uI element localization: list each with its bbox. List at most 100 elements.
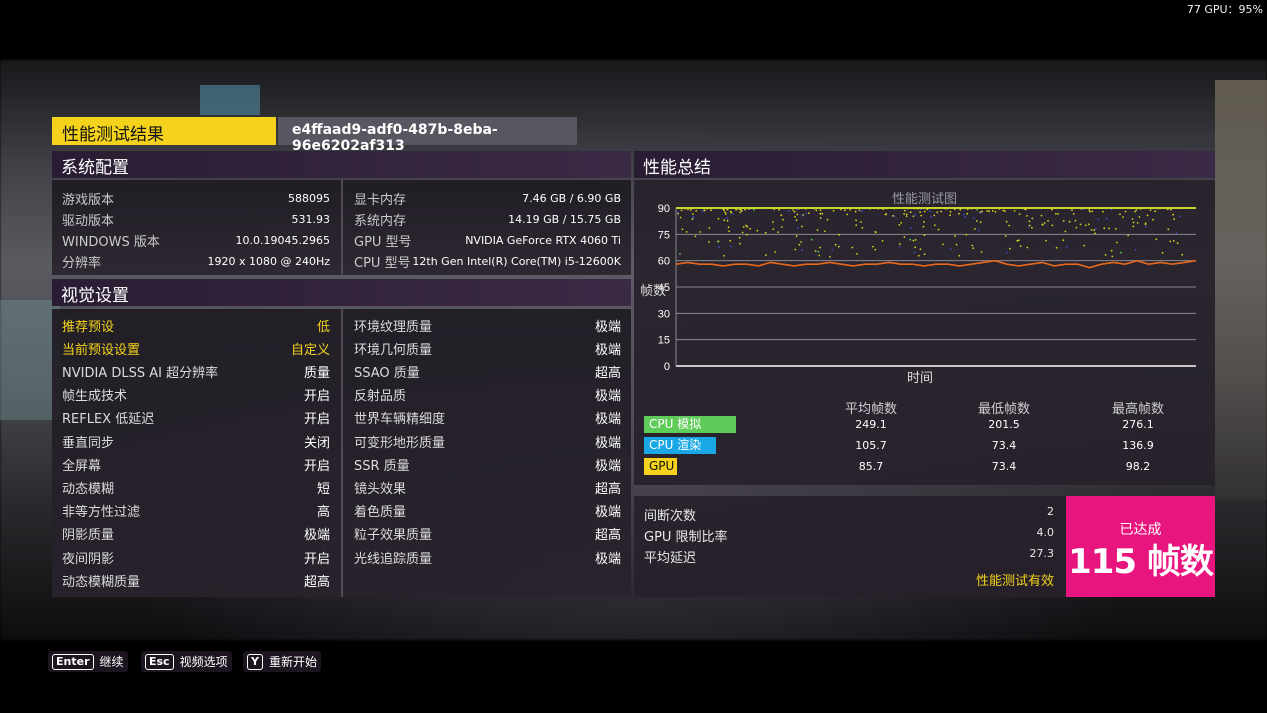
sample-point bbox=[1136, 222, 1139, 224]
sample-point bbox=[963, 213, 965, 216]
sample-point bbox=[692, 215, 695, 218]
setting-label: 垂直同步 bbox=[62, 435, 115, 451]
sample-point bbox=[1075, 226, 1078, 229]
background-shape bbox=[1215, 80, 1267, 500]
setting-value: 超高 bbox=[303, 574, 330, 590]
sample-point bbox=[801, 249, 803, 251]
setting-label: 当前预设设置 bbox=[62, 342, 141, 358]
setting-value: 10.0.19045.2965 bbox=[235, 233, 330, 247]
sample-point bbox=[930, 215, 932, 218]
y-axis-label: 帧数 bbox=[640, 284, 667, 299]
sample-point bbox=[795, 219, 798, 222]
gpu-limit-label: GPU 限制比率 bbox=[644, 530, 728, 545]
sample-point bbox=[1104, 254, 1107, 256]
sample-point bbox=[1105, 217, 1108, 220]
video-options-button[interactable]: Esc 视频选项 bbox=[141, 651, 232, 672]
sample-point bbox=[723, 209, 725, 212]
sample-point bbox=[844, 209, 846, 212]
sample-point bbox=[691, 218, 694, 220]
sample-point bbox=[923, 253, 926, 256]
sample-point bbox=[1135, 209, 1138, 211]
sample-point bbox=[723, 254, 725, 257]
sample-point bbox=[918, 254, 920, 257]
restart-button[interactable]: Y 重新开始 bbox=[243, 651, 321, 672]
sample-point bbox=[1026, 215, 1028, 217]
sample-point bbox=[919, 211, 921, 214]
sample-point bbox=[807, 212, 810, 215]
setting-row: GPU 型号 NVIDIA GeForce RTX 4060 Ti bbox=[344, 230, 631, 250]
sample-point bbox=[914, 246, 917, 249]
sample-point bbox=[838, 233, 841, 236]
sample-point bbox=[1154, 210, 1157, 213]
setting-value: 极端 bbox=[594, 412, 621, 428]
setting-row: 环境纹理质量 极端 bbox=[344, 315, 631, 335]
sample-point bbox=[724, 211, 727, 214]
sample-point bbox=[874, 231, 877, 233]
sample-point bbox=[899, 243, 901, 245]
sample-point bbox=[834, 243, 837, 246]
sample-point bbox=[1018, 213, 1021, 215]
sample-point bbox=[979, 221, 982, 224]
sample-point bbox=[1072, 213, 1075, 215]
sample-point bbox=[805, 212, 807, 215]
sample-point bbox=[959, 208, 962, 211]
sample-point bbox=[1152, 218, 1154, 221]
sample-point bbox=[909, 238, 912, 241]
sample-point bbox=[818, 254, 821, 257]
sample-point bbox=[1004, 210, 1006, 212]
sample-point bbox=[739, 208, 741, 211]
sample-point bbox=[936, 211, 939, 214]
sample-point bbox=[1108, 227, 1110, 230]
sample-point bbox=[726, 219, 729, 222]
sample-point bbox=[819, 209, 822, 212]
sample-point bbox=[765, 254, 767, 256]
setting-value: 7.46 GB / 6.90 GB bbox=[522, 191, 621, 205]
setting-row: SSAO 质量 超高 bbox=[344, 361, 631, 381]
y-tick-label: 60 bbox=[658, 256, 670, 268]
gpu-limit-value: 4.0 bbox=[1036, 526, 1055, 539]
setting-value: 开启 bbox=[303, 551, 330, 567]
sample-point bbox=[892, 214, 894, 217]
sample-point bbox=[949, 210, 952, 213]
setting-label: 环境纹理质量 bbox=[354, 319, 433, 335]
sample-point bbox=[829, 256, 831, 258]
sample-point bbox=[976, 209, 979, 211]
setting-label: 粒子效果质量 bbox=[354, 528, 433, 544]
sample-point bbox=[677, 211, 679, 214]
setting-row: 世界车辆精细度 极端 bbox=[344, 408, 631, 428]
sample-point bbox=[1057, 213, 1059, 215]
continue-button[interactable]: Enter 继续 bbox=[48, 651, 128, 672]
sample-point bbox=[1002, 209, 1005, 212]
sample-point bbox=[905, 215, 908, 218]
series-line-gpu bbox=[675, 259, 1197, 269]
sample-point bbox=[732, 213, 735, 215]
setting-row: REFLEX 低延迟 开启 bbox=[52, 408, 340, 428]
sample-point bbox=[1016, 239, 1019, 242]
background-shape bbox=[200, 85, 260, 115]
setting-label: 游戏版本 bbox=[62, 192, 115, 208]
sample-point bbox=[949, 214, 951, 217]
divider bbox=[341, 309, 343, 597]
y-tick-label: 90 bbox=[658, 203, 670, 215]
setting-label: REFLEX 低延迟 bbox=[62, 412, 155, 428]
sample-point bbox=[1013, 210, 1016, 212]
sample-point bbox=[730, 211, 733, 214]
sample-point bbox=[1097, 218, 1100, 221]
col-min-header: 最低帧数 bbox=[977, 402, 1030, 417]
sample-point bbox=[1149, 209, 1152, 211]
gpu-limit-row: GPU 限制比率 4.0 bbox=[644, 526, 1054, 545]
sample-point bbox=[1181, 253, 1184, 256]
sample-point bbox=[980, 251, 983, 253]
sample-point bbox=[958, 212, 960, 215]
setting-row: 环境几何质量 极端 bbox=[344, 338, 631, 358]
sample-point bbox=[923, 210, 926, 213]
setting-value: 极端 bbox=[594, 435, 621, 451]
setting-label: 非等方性过滤 bbox=[62, 505, 141, 521]
sample-point bbox=[1031, 226, 1033, 229]
sample-point bbox=[794, 248, 797, 251]
sample-point bbox=[1090, 229, 1093, 231]
sample-point bbox=[1170, 208, 1172, 211]
sample-point bbox=[972, 217, 975, 219]
sample-point bbox=[912, 215, 915, 218]
sample-point bbox=[1110, 249, 1113, 252]
